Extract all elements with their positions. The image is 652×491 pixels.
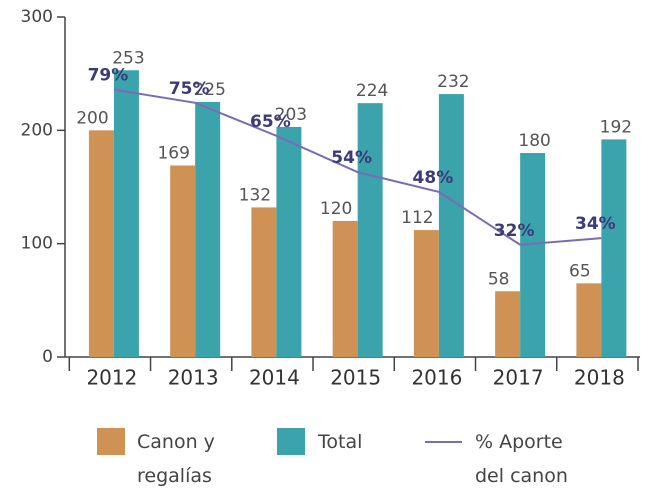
data-label: 225 <box>193 80 225 100</box>
data-label: 203 <box>275 105 307 125</box>
data-label: 54% <box>331 148 372 168</box>
data-label: 65 <box>569 261 591 281</box>
y-tick-label: 0 <box>42 347 53 367</box>
bar <box>357 103 383 357</box>
bar <box>332 221 358 357</box>
legend-swatch <box>97 428 125 455</box>
bar <box>438 94 464 358</box>
data-label: 32% <box>494 221 535 241</box>
legend-swatch <box>277 428 305 455</box>
x-tick-label: 2012 <box>86 366 137 390</box>
data-label: 200 <box>76 108 108 128</box>
data-label: 253 <box>112 48 144 68</box>
y-tick-label: 200 <box>21 120 53 140</box>
chart: 0 100 200 300 2012 2013 2014 2015 2016 2017 2018 20… <box>21 7 640 390</box>
data-label: 132 <box>239 185 271 205</box>
legend-label: % Aporte del canon <box>475 431 568 487</box>
data-label: 112 <box>401 208 433 228</box>
data-label: 65% <box>250 112 291 132</box>
x-tick-label: 2013 <box>168 366 219 390</box>
data-label: 224 <box>356 81 388 101</box>
legend-label: Canon y regalías <box>137 431 215 487</box>
data-label: 120 <box>320 199 352 219</box>
x-tick-label: 2015 <box>330 366 381 390</box>
bar <box>170 165 196 357</box>
data-label: 192 <box>600 117 632 137</box>
data-label: 232 <box>437 72 469 92</box>
x-tick-label: 2014 <box>249 366 300 390</box>
bar <box>276 126 302 357</box>
bar <box>113 70 139 358</box>
x-tick-label: 2018 <box>574 366 625 390</box>
data-label: 58 <box>488 269 510 289</box>
data-label: 75% <box>169 79 210 99</box>
bar <box>495 291 521 357</box>
data-label: 79% <box>88 66 129 86</box>
x-tick-label: 2017 <box>493 366 544 390</box>
legend-label: Total <box>318 431 363 453</box>
bar <box>88 130 114 357</box>
bar <box>576 283 602 357</box>
bar <box>251 207 277 357</box>
legend-swatch <box>425 441 462 443</box>
x-tick-label: 2016 <box>411 366 462 390</box>
data-label: 48% <box>413 168 454 188</box>
y-tick-label: 300 <box>21 7 53 27</box>
y-tick-label: 100 <box>21 234 53 254</box>
bar <box>195 102 221 357</box>
line <box>113 88 602 246</box>
data-label: 34% <box>575 214 616 234</box>
data-label: 169 <box>157 143 189 163</box>
bar <box>601 139 627 357</box>
data-label: 180 <box>518 131 550 151</box>
bar <box>520 153 546 357</box>
bar <box>413 230 439 357</box>
